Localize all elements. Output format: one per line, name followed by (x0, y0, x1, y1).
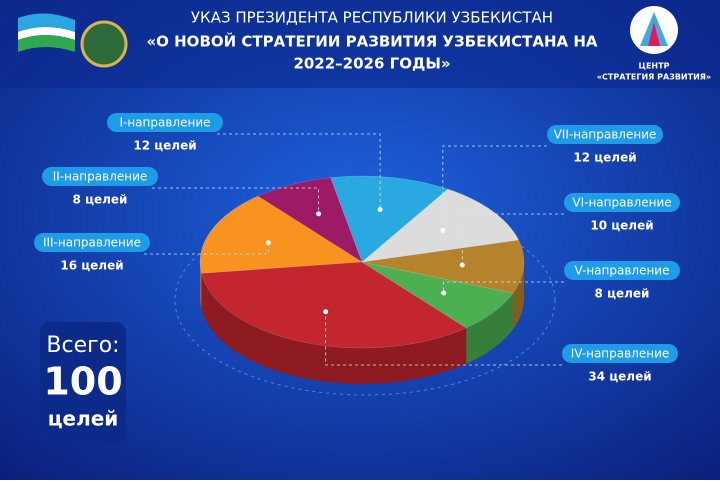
value-label: 34 целей (588, 370, 651, 384)
leader-dot (440, 227, 446, 233)
label-pill (564, 193, 680, 212)
label-pill (562, 344, 678, 363)
title: «О НОВОЙ СТРАТЕГИИ РАЗВИТИЯ УЗБЕКИСТАНА … (146, 32, 597, 51)
flag (18, 13, 75, 52)
label-pill (564, 261, 680, 280)
labels: I-направление 12 целей II-направление 8 цел… (34, 113, 680, 384)
slice (201, 261, 467, 349)
category-label: VII-направление (554, 128, 657, 142)
value-label: 12 целей (573, 151, 636, 165)
category-label: II-направление (53, 170, 148, 184)
category-label: V-направление (574, 264, 669, 278)
value-label: 16 целей (60, 259, 123, 273)
slice-side (513, 262, 524, 330)
leader-line (152, 187, 320, 214)
label-pill (107, 113, 223, 132)
title: УКАЗ ПРЕЗИДЕНТА РЕСПУБЛИКИ УЗБЕКИСТАН (191, 9, 553, 27)
leader-dot (316, 211, 322, 217)
slice (361, 188, 520, 263)
leader-dot (441, 290, 447, 296)
value-label: 8 целей (595, 287, 650, 301)
leader-line (442, 145, 547, 231)
value-label: 12 целей (133, 139, 196, 153)
value-label: 8 целей (73, 193, 128, 207)
category-label: IV-направление (571, 347, 670, 361)
orbit (174, 204, 556, 396)
category-label: VI-направление (572, 196, 671, 210)
logo-text: ЦЕНТР (639, 62, 670, 71)
total-value: 100 (43, 360, 122, 404)
total-label: Всего: (46, 333, 119, 358)
slice-side (200, 262, 202, 310)
emblem (80, 20, 128, 68)
slice (361, 261, 514, 329)
total-box (40, 322, 126, 444)
total-unit: целей (48, 407, 119, 431)
slice (330, 175, 449, 263)
label-pill (42, 167, 158, 186)
logo (630, 6, 678, 54)
category-label: I-направление (119, 116, 210, 130)
slice (361, 239, 525, 294)
label-pill (547, 125, 663, 144)
slice-side (201, 273, 467, 385)
leader-line (443, 281, 564, 294)
leader-dot (377, 207, 383, 213)
logo-text: «СТРАТЕГИЯ РАЗВИТИЯ» (597, 73, 711, 82)
leader-dot (323, 309, 329, 315)
pie (199, 175, 525, 385)
title: 2022–2026 ГОДЫ» (293, 55, 450, 73)
label-pill (34, 233, 150, 252)
leader-dot (459, 262, 465, 268)
category-label: III-направление (43, 236, 141, 250)
slice-side (466, 293, 514, 364)
leader-dot (265, 240, 271, 246)
value-label: 10 целей (590, 219, 653, 233)
slice (257, 177, 363, 263)
leader-line (325, 311, 562, 366)
leader-line (217, 133, 381, 210)
